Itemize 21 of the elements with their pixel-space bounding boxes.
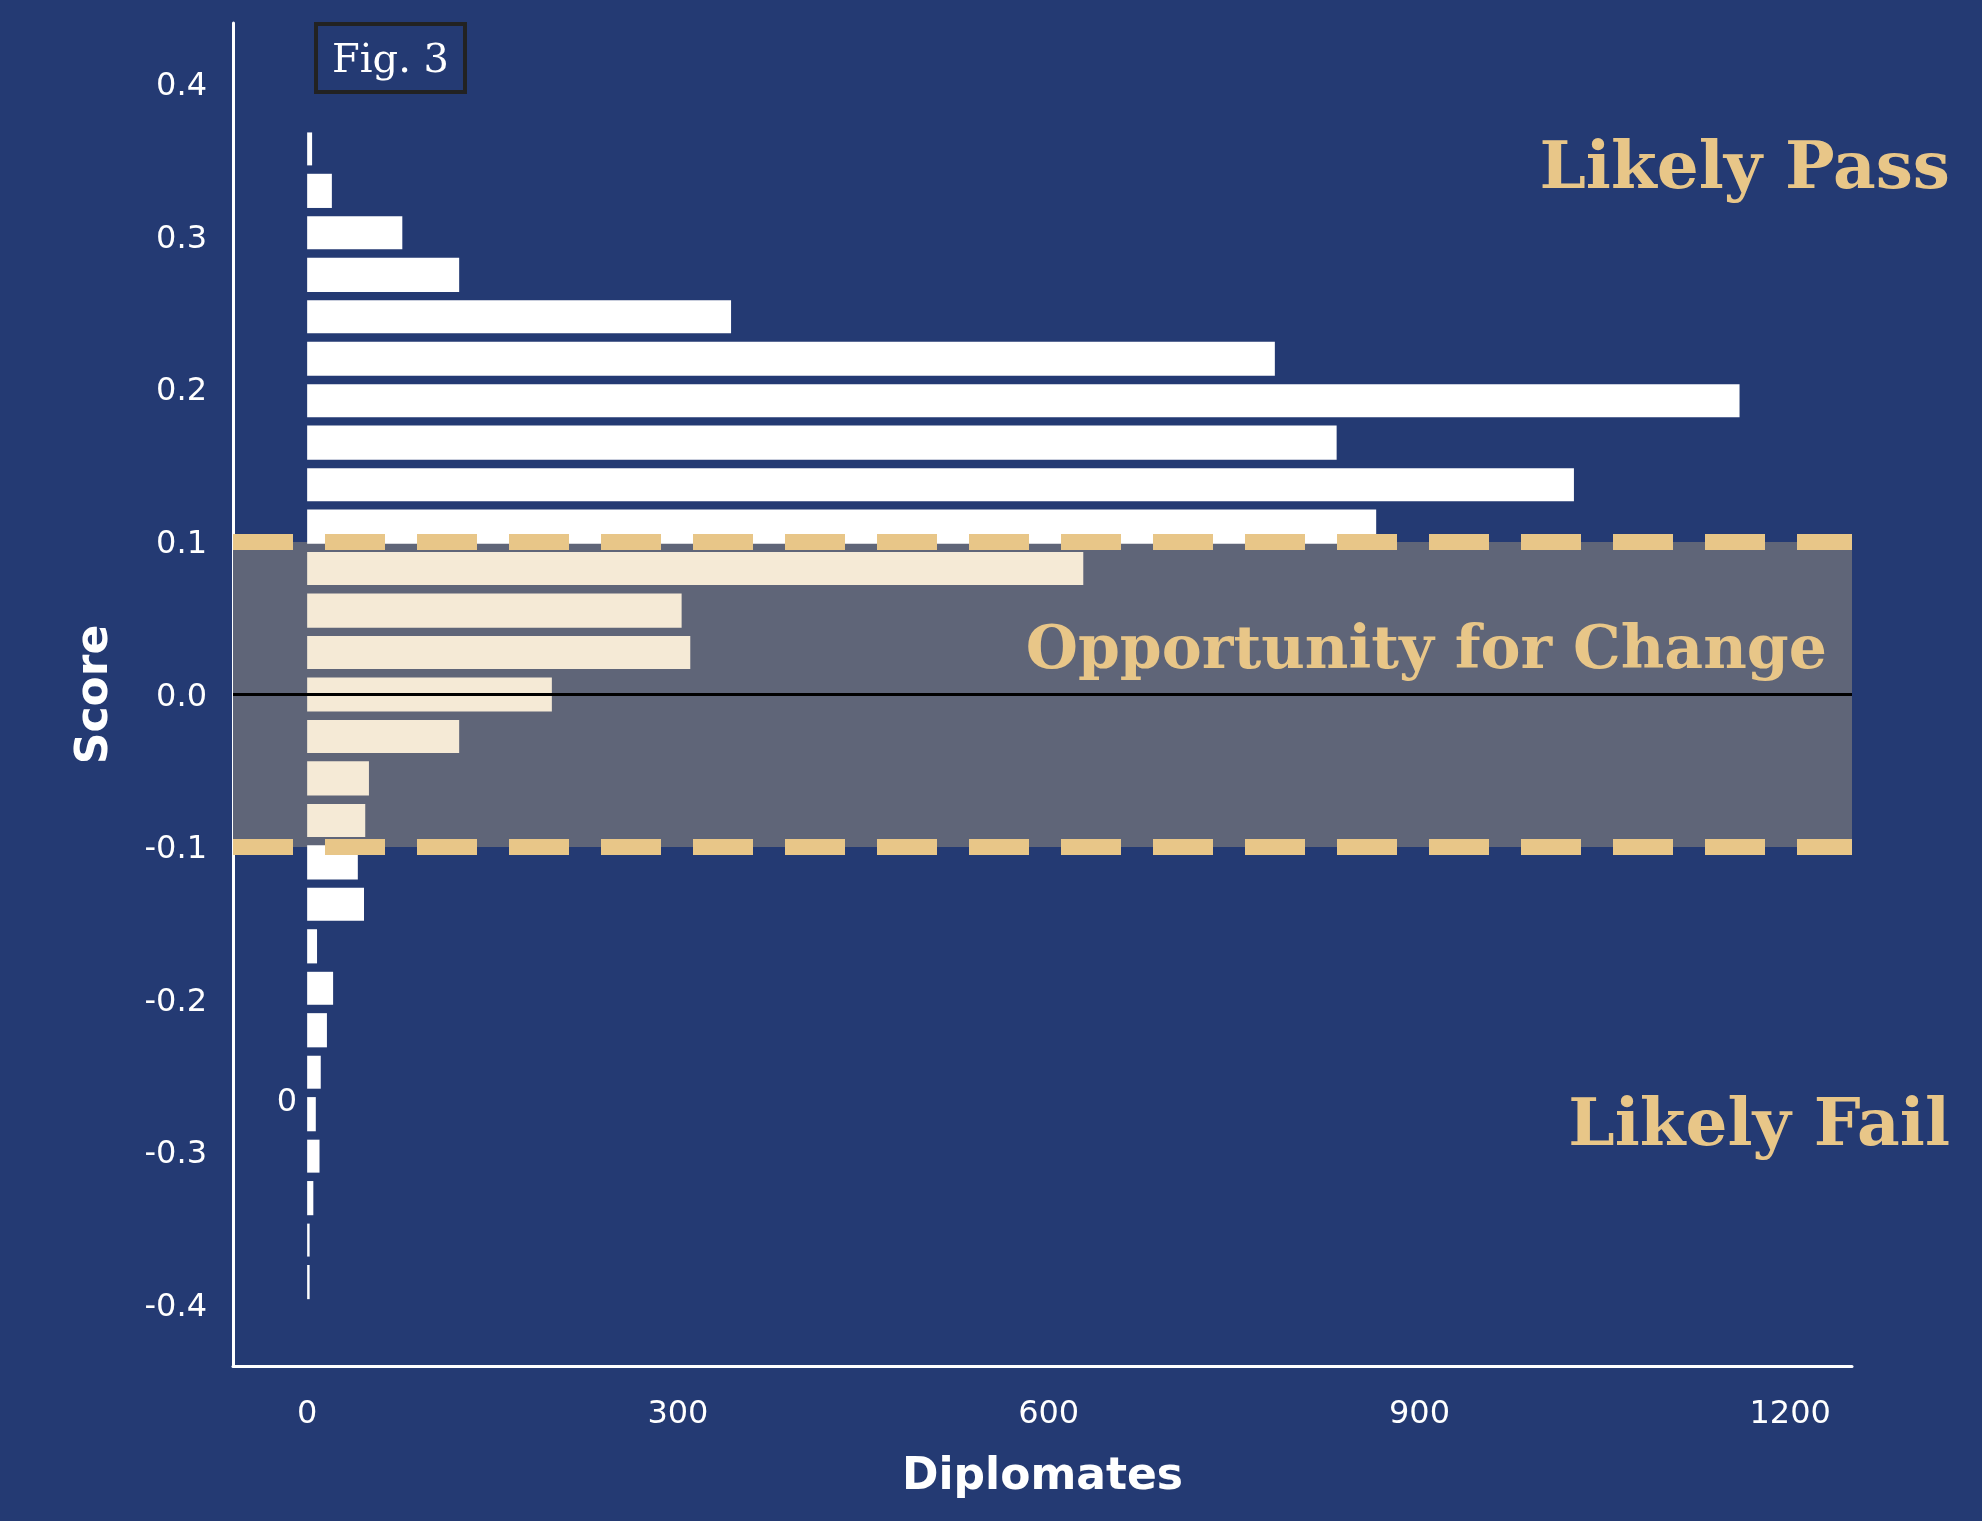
x-tick-label: 900 <box>1388 1393 1450 1431</box>
y-axis-title: Score <box>65 624 117 765</box>
x-tick-label: 1200 <box>1749 1393 1831 1431</box>
y-tick-label: 0.3 <box>156 217 207 256</box>
y-tick-label: -0.4 <box>144 1285 207 1324</box>
y-tick-label: -0.1 <box>144 828 207 867</box>
x-tick-label: 0 <box>296 1393 318 1431</box>
y-tick-label: 0.0 <box>156 675 207 714</box>
x-tick-label: 600 <box>1018 1393 1080 1431</box>
chart-title: Fig. 3 <box>332 35 450 81</box>
y-tick-label: 0.1 <box>156 522 207 561</box>
annotation: 0 <box>276 1081 297 1119</box>
y-tick-label: -0.3 <box>144 1133 207 1172</box>
y-tick-label: 0.4 <box>156 65 207 104</box>
y-tick-label: 0.2 <box>156 370 207 409</box>
x-axis-title: Diplomates <box>901 1447 1184 1499</box>
x-tick-label: 300 <box>647 1393 709 1431</box>
y-tick-label: -0.2 <box>144 980 207 1019</box>
band-label: Opportunity for Change <box>1025 611 1827 682</box>
annotation: Likely Fail <box>1568 1083 1950 1161</box>
annotation: Likely Pass <box>1539 126 1950 204</box>
